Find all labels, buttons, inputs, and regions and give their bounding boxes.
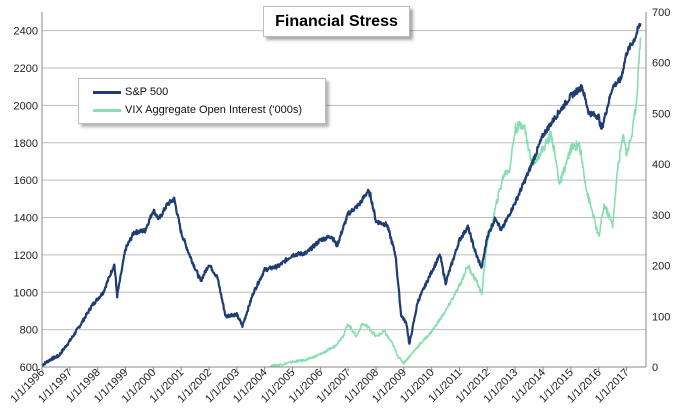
left-tick-label: 2200 [14,63,38,75]
series-line-vix-open-interest [269,37,642,368]
legend-label-sp500: S&P 500 [125,86,169,98]
left-axis-tick-labels: 600 800 1000 1200 1400 1600 1800 2000 2200 2400 [14,26,38,374]
left-tick-label: 1800 [14,138,38,150]
right-tick-label: 700 [652,7,670,19]
legend-entry-vix: VIX Aggregate Open Interest ('000s) [93,103,302,117]
series-group [41,22,642,368]
legend-swatch-vix [93,108,121,112]
right-tick-label: 400 [652,159,670,171]
left-tick-label: 1000 [14,287,38,299]
left-tick-label: 2400 [14,26,38,38]
left-tick-label: 800 [20,325,38,337]
left-tick-label: 1400 [14,213,38,225]
right-tick-label: 100 [652,311,670,323]
right-tick-label: 600 [652,58,670,70]
legend-swatch-sp500 [93,90,121,94]
axes [41,12,647,371]
plot-background [42,12,646,367]
legend: S&P 500 VIX Aggregate Open Interest ('00… [78,78,326,124]
series-line-sp500 [41,22,642,367]
left-tick-label: 2000 [14,100,38,112]
right-axis-tick-labels: 0 100 200 300 400 500 600 700 [652,7,670,374]
legend-entry-sp500: S&P 500 [93,85,168,99]
right-tick-label: 500 [652,108,670,120]
left-tick-label: 600 [20,362,38,374]
left-tick-label: 1600 [14,175,38,187]
right-tick-label: 300 [652,210,670,222]
left-tick-label: 1200 [14,250,38,262]
x-axis-tick-labels: 1/1/19961/1/19971/1/19981/1/19991/1/2000… [8,367,631,406]
chart-title: Financial Stress [263,6,410,37]
legend-label-vix: VIX Aggregate Open Interest ('000s) [125,104,302,116]
gridlines [42,30,646,368]
right-tick-label: 0 [652,362,658,374]
right-tick-label: 200 [652,261,670,273]
